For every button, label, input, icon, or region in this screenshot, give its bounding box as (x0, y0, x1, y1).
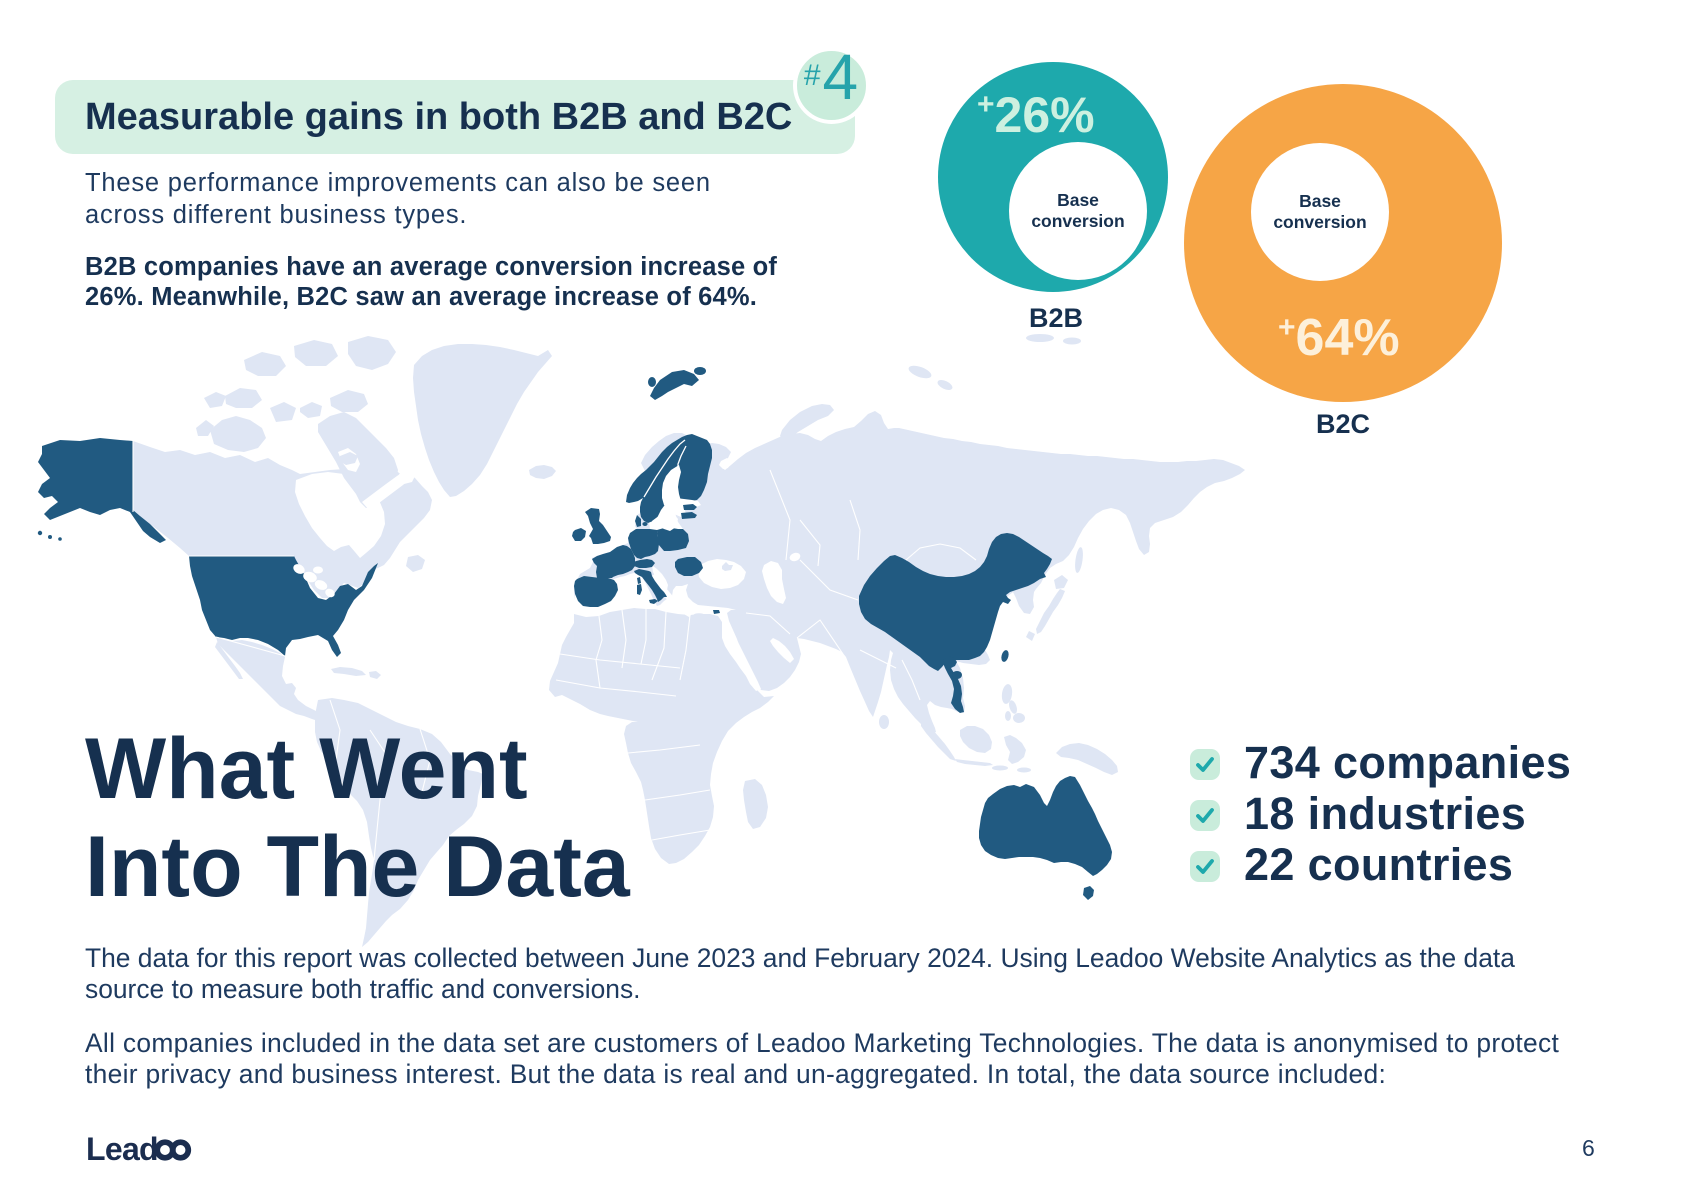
svg-text:Lead: Lead (86, 1133, 158, 1167)
